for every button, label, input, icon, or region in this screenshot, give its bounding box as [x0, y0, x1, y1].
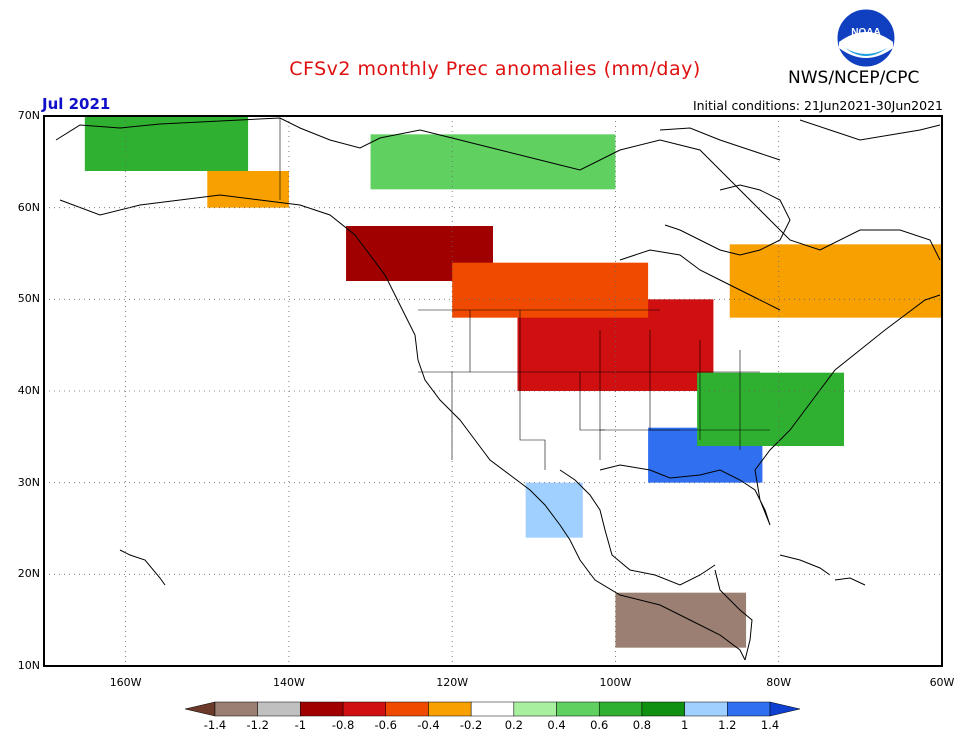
lat-tick-label: 10N	[17, 659, 40, 672]
svg-text:NOAA: NOAA	[851, 27, 880, 38]
colorbar-label: -1.4	[203, 718, 227, 732]
lon-tick-label: 80W	[766, 676, 792, 689]
lon-tick-label: 140W	[272, 676, 305, 689]
lat-tick-label: 70N	[17, 109, 40, 122]
lat-tick-label: 30N	[17, 475, 40, 489]
colorbar-swatch	[556, 701, 600, 717]
state-borders	[279, 118, 770, 470]
lon-tick-label: 100W	[599, 676, 632, 689]
forecast-month: Jul 2021	[42, 95, 111, 113]
lon-tick-label: 60W	[929, 676, 955, 689]
colorbar-label: -0.2	[459, 718, 483, 732]
colorbar-swatch	[300, 701, 344, 717]
colorbar-swatch	[470, 701, 515, 717]
colorbar-label: 0.2	[504, 718, 523, 732]
lat-lon-grid	[44, 116, 942, 666]
colorbar-swatch	[513, 701, 557, 717]
colorbar-swatch	[184, 701, 216, 717]
colorbar-swatch	[428, 701, 472, 717]
colorbar-swatch	[257, 701, 301, 717]
colorbar-swatch	[684, 701, 728, 717]
anomaly-region	[525, 482, 583, 538]
anomaly-region	[729, 244, 942, 318]
anomaly-field	[84, 116, 942, 648]
colorbar-label: -1	[294, 718, 307, 732]
coastlines	[55, 117, 941, 661]
colorbar-swatch	[342, 701, 387, 717]
map-frame	[43, 115, 943, 667]
anomaly-region	[697, 372, 845, 446]
colorbar-swatch	[727, 701, 771, 717]
colorbar-label: 1.4	[760, 718, 780, 732]
anomaly-region	[370, 134, 616, 190]
lat-tick-label: 50N	[17, 292, 40, 306]
colorbar-label: -0.8	[331, 718, 355, 732]
colorbar-label: 0.6	[590, 718, 609, 732]
lat-tick-label: 20N	[17, 567, 40, 581]
colorbar-label: 1	[680, 718, 689, 732]
colorbar-swatch	[214, 701, 258, 717]
lat-tick-label: 40N	[17, 384, 40, 397]
colorbar-label: 1.2	[718, 718, 737, 732]
colorbar-label: 0.4	[547, 718, 566, 732]
colorbar-label: 0.8	[632, 718, 652, 732]
colorbar-label: -1.2	[246, 718, 269, 732]
colorbar-swatch	[385, 701, 429, 717]
chart-title: CFSv2 monthly Prec anomalies (mm/day)	[289, 58, 701, 80]
colorbar-label: -0.6	[374, 718, 397, 732]
noaa-logo: NOAA	[835, 8, 897, 72]
anomaly-region	[84, 116, 249, 171]
lat-tick-label: 60N	[17, 200, 40, 214]
lon-tick-label: 120W	[436, 676, 469, 689]
colorbar-label: -0.4	[417, 718, 440, 732]
agency-label: NWS/NCEP/CPC	[788, 68, 920, 88]
lon-tick-label: 160W	[109, 676, 142, 689]
initial-conditions: Initial conditions: 21Jun2021-30Jun2021	[692, 98, 943, 113]
colorbar-swatch	[641, 701, 685, 717]
colorbar-swatch	[769, 701, 801, 717]
colorbar-swatch	[598, 701, 643, 717]
